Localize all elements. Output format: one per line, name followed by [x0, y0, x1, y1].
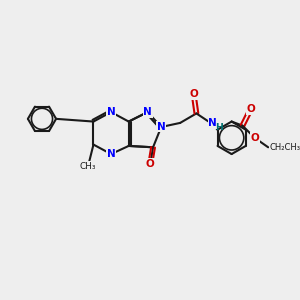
- Text: CH₂CH₃: CH₂CH₃: [270, 143, 300, 152]
- Text: N: N: [157, 122, 166, 132]
- Text: N: N: [107, 107, 116, 117]
- Text: O: O: [250, 133, 259, 143]
- Text: CH₃: CH₃: [80, 162, 96, 171]
- Text: N: N: [208, 118, 217, 128]
- Text: O: O: [146, 158, 155, 169]
- Text: H: H: [215, 123, 223, 132]
- Text: O: O: [189, 89, 198, 100]
- Text: O: O: [246, 104, 255, 114]
- Text: N: N: [143, 107, 152, 117]
- Text: N: N: [107, 149, 116, 159]
